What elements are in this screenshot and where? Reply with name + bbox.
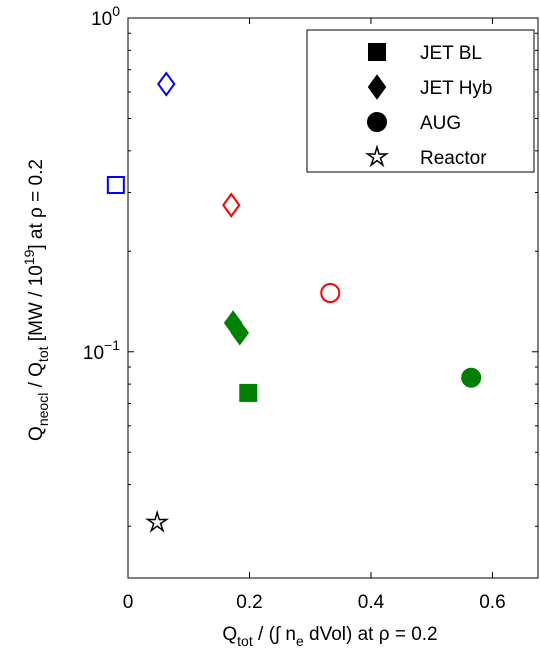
plot-area [127,17,539,579]
x-axis-label: Qtot / (∫ ne dVol) at ρ = 0.2 [222,624,437,649]
marker-diamond [230,320,249,346]
y-tick-label: 10−1 [83,337,120,364]
y-tick-exponent: −1 [104,337,120,353]
y-tick-exponent: 0 [112,3,120,19]
legend-label: AUG [420,113,461,134]
marker-circle [320,282,341,303]
marker-star [364,144,390,168]
x-tick-label: 0 [123,592,134,613]
marker-circle [461,367,482,388]
y-tick-base: 10 [91,9,112,30]
x-tick-label: 0.2 [236,592,262,613]
marker-diamond [367,74,387,100]
x-tick-label: 0.4 [358,592,385,613]
legend-label: Reactor [420,148,487,169]
marker-diamond [222,192,241,218]
y-axis-label: Qneocl / Qtot [MW / 1019] at ρ = 0.2 [21,159,51,441]
legend-label: JET Hyb [420,78,493,99]
legend-box [306,29,535,173]
marker-square [106,175,125,194]
marker-square [368,43,386,61]
y-tick-label: 100 [91,3,120,30]
x-tick-label: 0.6 [479,592,505,613]
marker-square [239,383,258,402]
marker-circle [367,112,387,132]
marker-diamond [157,71,176,97]
marker-star [145,509,170,533]
legend-label: JET BL [420,43,482,64]
y-tick-base: 10 [83,343,104,364]
